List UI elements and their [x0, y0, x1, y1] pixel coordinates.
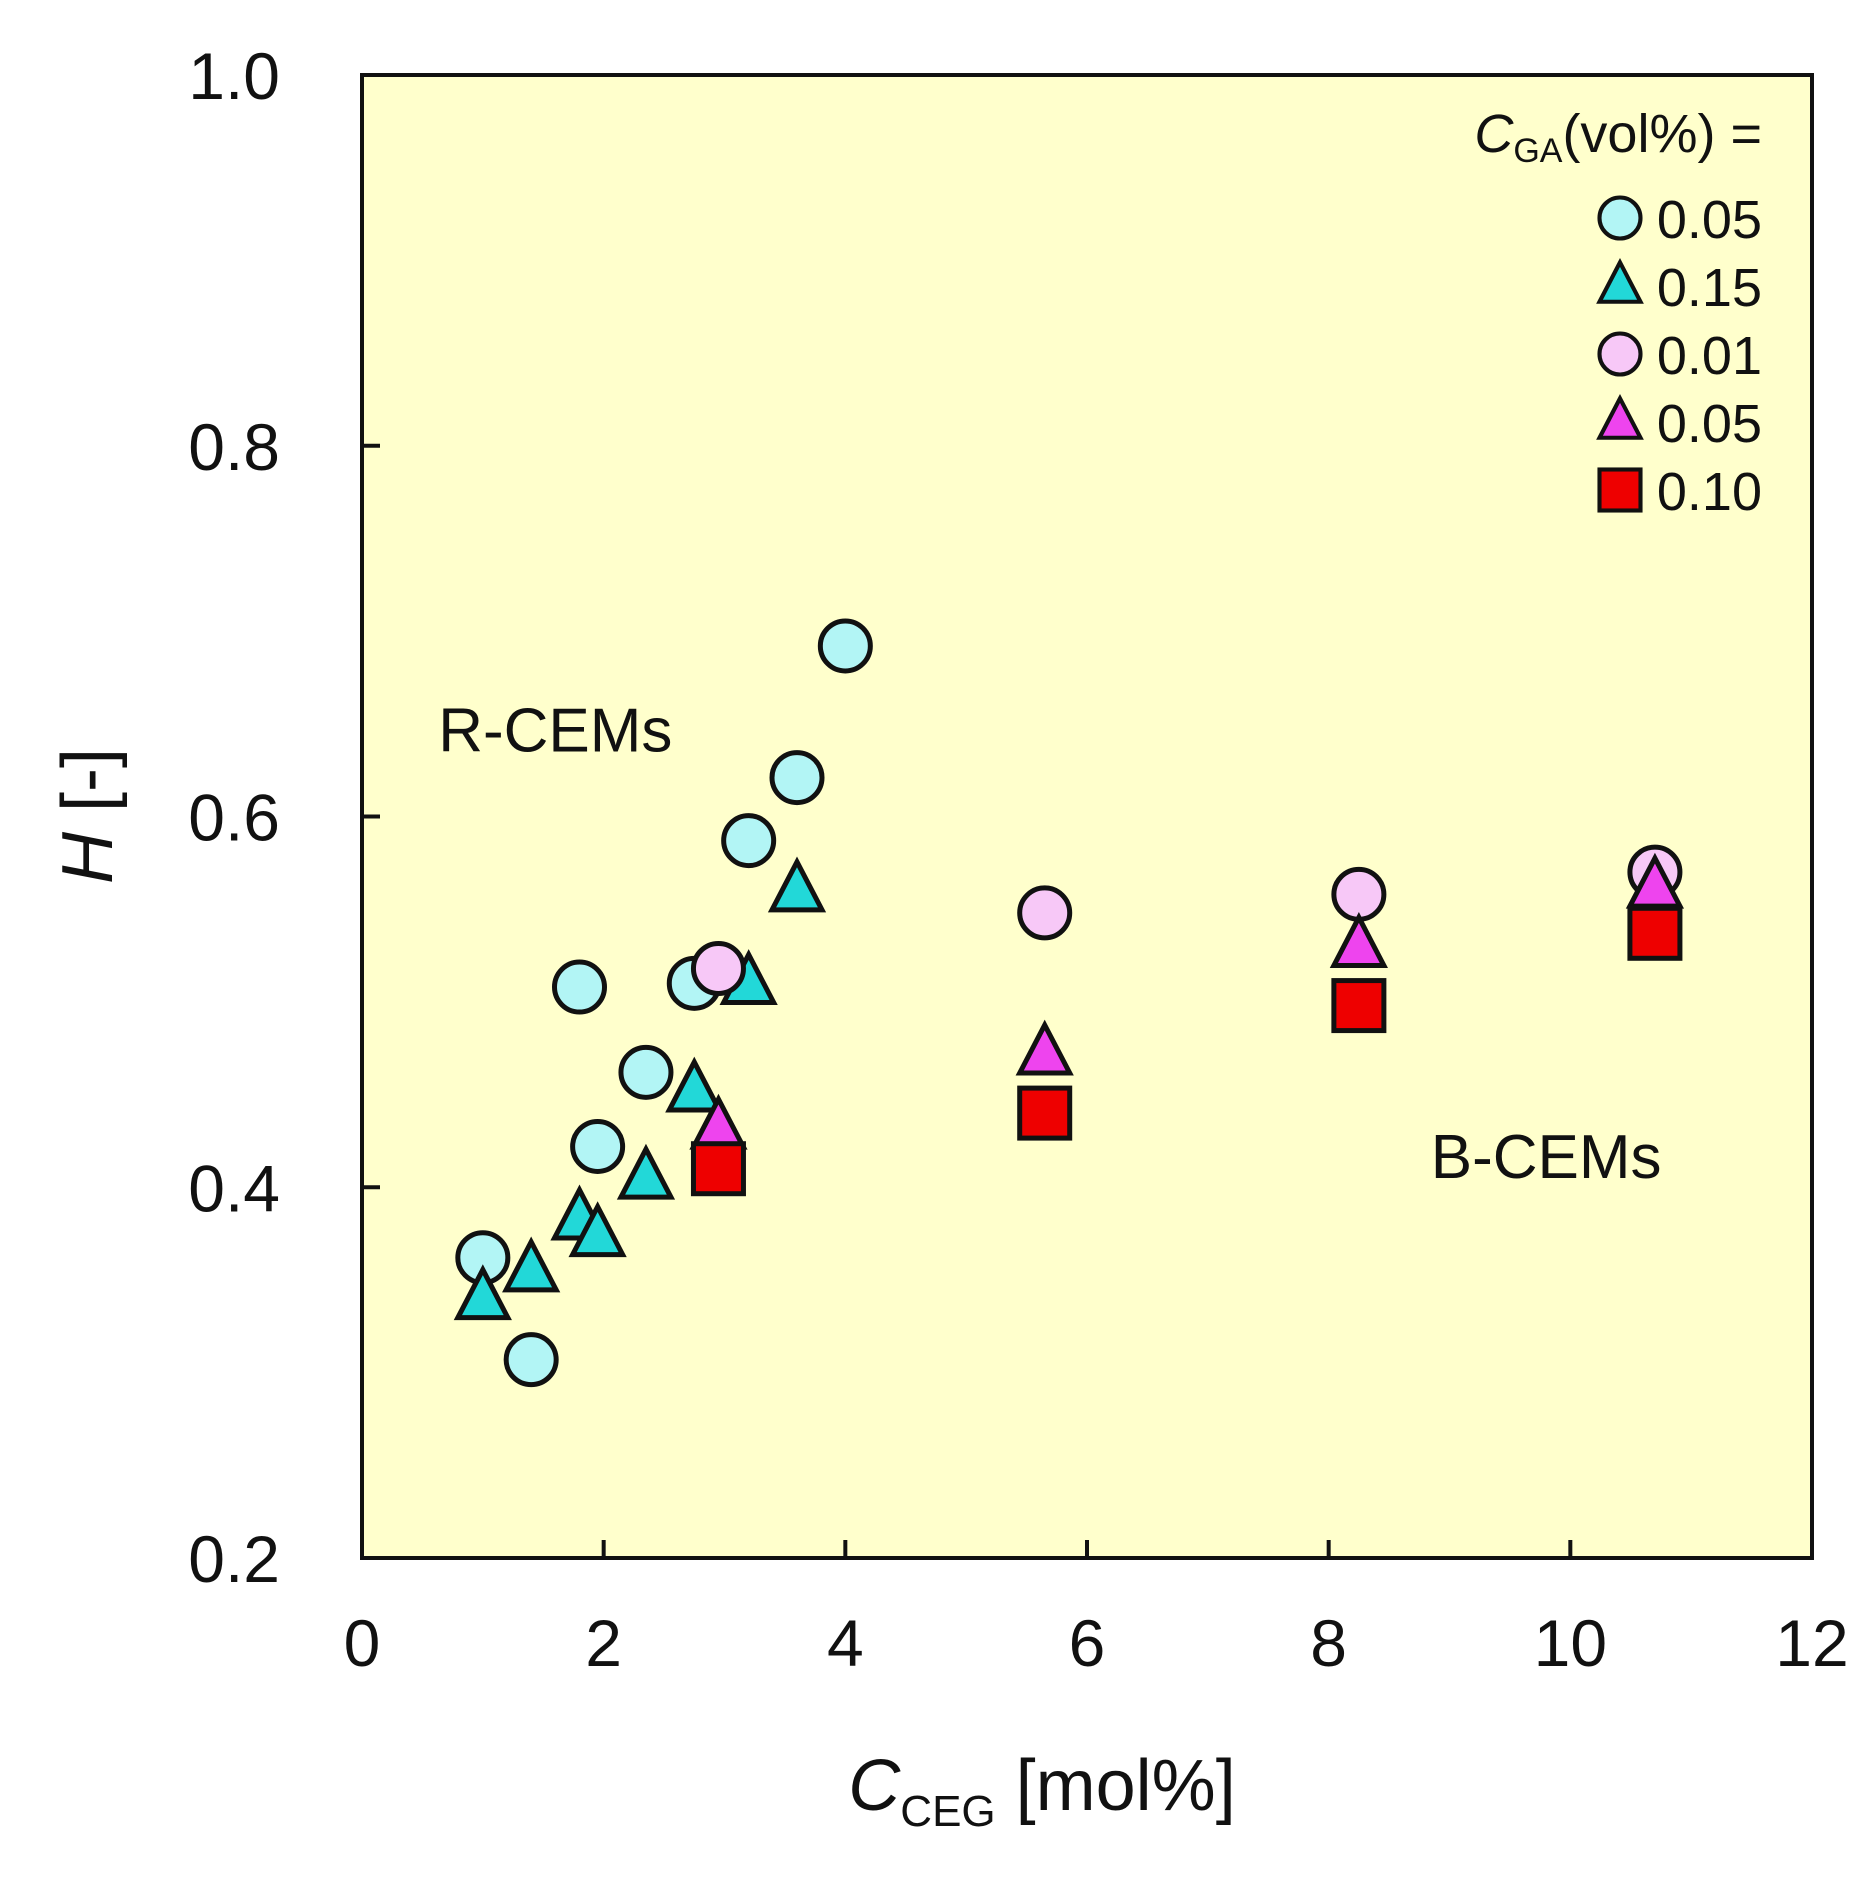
- data-point-circle: [721, 813, 777, 869]
- data-point-circle: [503, 1332, 559, 1388]
- y-axis-title-symbol: H: [48, 831, 128, 884]
- data-point-triangle: [767, 856, 827, 913]
- data-point-triangle: [1329, 912, 1388, 968]
- data-point-circle: [769, 750, 825, 806]
- data-point-square: [1627, 905, 1683, 961]
- legend-marker-square: [1597, 467, 1643, 513]
- x-axis-title-subscript: CEG: [900, 1787, 995, 1836]
- legend-label: 0.10: [1657, 462, 1762, 522]
- series-3-triangle: [689, 852, 1685, 1150]
- x-axis-title: CCEG [mol%]: [848, 1746, 1235, 1836]
- legend-title-symbol: C: [1474, 104, 1514, 164]
- legend-title-subscript: GA: [1513, 132, 1562, 170]
- legend-marker-circle: [1597, 195, 1643, 241]
- plot-area: [362, 75, 1812, 1558]
- annotation-r-cems: R-CEMs: [438, 697, 672, 766]
- y-tick-label: 0.8: [188, 410, 280, 484]
- y-tick-label: 0.6: [188, 781, 280, 855]
- data-point-triangle: [453, 1264, 512, 1321]
- x-tick-label: 2: [585, 1606, 622, 1680]
- data-point-circle: [690, 941, 746, 997]
- y-tick-label: 0.4: [188, 1151, 280, 1225]
- data-point-circle: [817, 618, 873, 674]
- series-1-triangle: [453, 856, 827, 1321]
- data-marks: [453, 618, 1685, 1388]
- x-tick-label: 8: [1310, 1606, 1347, 1680]
- x-tick-label: 0: [344, 1606, 381, 1680]
- legend-label: 0.01: [1657, 326, 1762, 386]
- data-point-circle: [618, 1044, 674, 1100]
- data-point-triangle: [616, 1143, 676, 1200]
- data-point-circle: [552, 959, 607, 1015]
- data-point-circle: [570, 1118, 626, 1174]
- legend-marker-triangle: [1596, 257, 1644, 304]
- x-tick-label: 10: [1534, 1606, 1607, 1680]
- data-point-triangle: [665, 1056, 724, 1113]
- data-point-triangle: [1015, 1019, 1074, 1076]
- x-axis-title-symbol: C: [848, 1746, 901, 1826]
- legend-title-rest: (vol%) =: [1562, 104, 1762, 164]
- data-point-triangle: [502, 1236, 561, 1293]
- legend-label: 0.05: [1657, 394, 1762, 454]
- data-point-triangle: [568, 1201, 627, 1258]
- legend-title: CGA(vol%) =: [1474, 104, 1762, 170]
- x-tick-label: 12: [1775, 1606, 1848, 1680]
- series-4-square: [690, 905, 1683, 1197]
- legend: CGA(vol%) = 0.05 0.15 0.01 0.05 0.10: [1474, 104, 1762, 522]
- data-point-circle: [1017, 885, 1073, 941]
- legend-label: 0.15: [1657, 258, 1762, 318]
- data-point-circle: [1331, 866, 1387, 922]
- x-tick-label: 6: [1069, 1606, 1106, 1680]
- legend-marker-triangle: [1596, 393, 1644, 440]
- x-tick-label: 4: [827, 1606, 864, 1680]
- x-axis-title-unit: [mol%]: [996, 1746, 1236, 1826]
- annotation-b-cems: B-CEMs: [1431, 1123, 1662, 1192]
- y-axis-title-unit: [-]: [48, 748, 128, 832]
- y-axis-title: H [-]: [48, 748, 128, 884]
- data-point-square: [690, 1141, 746, 1197]
- y-tick-label: 1.0: [188, 39, 280, 113]
- y-tick-label: 0.2: [188, 1522, 280, 1596]
- data-point-square: [1017, 1085, 1073, 1141]
- axis-ticks: 0 2 4 6 8 10 12 0.2 0.4 0.6 0.8 1.0: [188, 39, 1848, 1680]
- legend-label: 0.05: [1657, 190, 1762, 250]
- legend-marker-circle: [1597, 331, 1643, 377]
- data-point-square: [1331, 978, 1387, 1034]
- legend-items: 0.05 0.15 0.01 0.05 0.10: [1596, 190, 1762, 522]
- series-0-circle: [455, 618, 873, 1388]
